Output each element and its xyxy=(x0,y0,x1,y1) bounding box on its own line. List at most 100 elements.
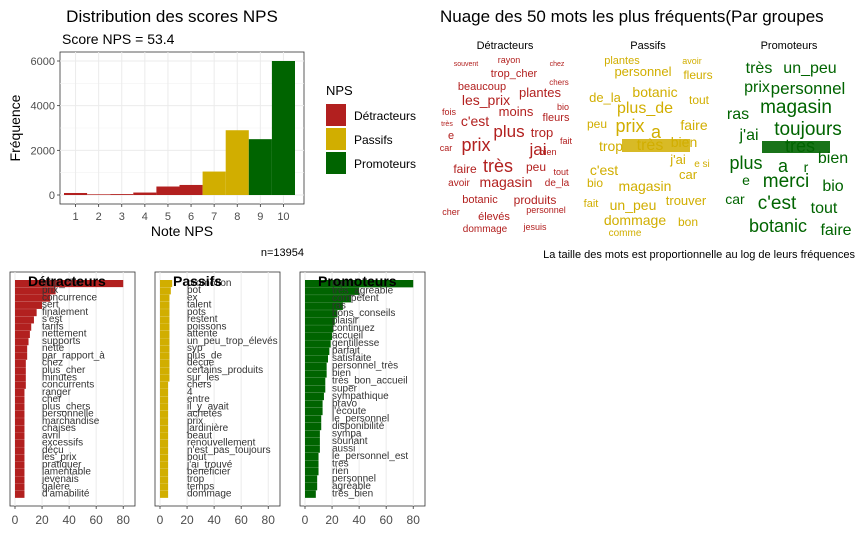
panel-bar-label: excessifs xyxy=(42,438,83,449)
panel-bar-label: prix xyxy=(187,416,203,427)
panel-bar-label: sert xyxy=(42,300,59,311)
panel-bar-concurrents xyxy=(15,381,26,389)
panel-bar-label: renouvellement xyxy=(187,438,256,449)
panel-bar-label: poissons xyxy=(187,321,226,332)
panel-bar-label: prix xyxy=(42,285,58,296)
hist-x-tick-label: 4 xyxy=(142,211,148,223)
panel-bar-disponibilité xyxy=(305,422,322,431)
nps-histogram: Distribution des scores NPS Score NPS = … xyxy=(7,7,416,259)
panel-bar-label: jardinière xyxy=(186,423,229,434)
panel-bar-label: super xyxy=(332,383,358,394)
panel-bar-beaut xyxy=(160,432,169,440)
cloud-word: prix xyxy=(461,135,490,155)
cloud-word: dommage xyxy=(463,224,508,235)
panel-bar-label: jevenais xyxy=(41,474,79,485)
cloud-overlap-passifs xyxy=(622,139,690,152)
panel-bar-d'amabilité xyxy=(15,490,25,498)
cloud-word: beaucoup xyxy=(458,81,506,93)
panel-bar-label: ras xyxy=(332,301,346,312)
panel-bar-label: 4 xyxy=(187,387,193,398)
panel-x-tick-label: 40 xyxy=(207,513,221,527)
panel-bar-label: promotion xyxy=(187,278,231,289)
panel-bar-chez xyxy=(15,359,26,368)
panel-bar-label: l'écoute xyxy=(332,406,367,417)
hist-x-tick-label: 7 xyxy=(211,211,217,223)
panel-bar-label: syp xyxy=(187,343,203,354)
panel-bar-label: restent xyxy=(187,314,218,325)
panel-bar-jardinière xyxy=(160,425,169,433)
cloud-word: bien xyxy=(539,147,556,157)
panel-x-tick-label: 60 xyxy=(379,513,393,527)
panel-bar-label: achetés xyxy=(187,409,222,420)
panel-bar-label: très_bon_accueil xyxy=(332,376,408,387)
panel-bar-le_personnel_est xyxy=(305,452,319,461)
panel-bar-label: lamentable xyxy=(42,467,91,478)
panel-det: 0 20 40 60 80 trop_cherprixconcurrencesertfin… xyxy=(9,271,136,527)
panel-bar-certains_produits xyxy=(160,367,170,375)
panel-bar-label: continuez xyxy=(332,323,375,334)
panel-pas: 0 20 40 60 80 promotionpotextalentpotsrestent… xyxy=(154,271,281,527)
cloud-word: personnel xyxy=(526,205,566,215)
panel-bar-label: plus_de xyxy=(187,350,222,361)
cloud-word: plantes xyxy=(604,55,640,67)
cloud-word: plus_de xyxy=(617,100,673,117)
cloud-word: produits xyxy=(514,193,557,207)
cloud-word: personnel xyxy=(771,79,846,98)
panel-x-tick-label: 40 xyxy=(352,513,366,527)
legend-title: NPS xyxy=(326,83,353,98)
hist-bar-1 xyxy=(64,192,88,195)
panel-bar-les_prix xyxy=(15,454,25,462)
panel-bar-label: bien xyxy=(332,368,351,379)
panel-bar-trop_cher xyxy=(15,280,124,288)
panel-bar-achetés xyxy=(160,410,169,418)
panel-bar-n'est_pas_toujours xyxy=(160,447,169,455)
panel-bar-bout xyxy=(160,454,169,462)
panel-bar-label: pots xyxy=(187,307,206,318)
cloud-word: ras xyxy=(727,106,749,123)
panel-bar-le_personnel xyxy=(305,415,322,423)
hist-x-label: Note NPS xyxy=(151,223,213,239)
hist-y-ticks: 0 2000 4000 6000 xyxy=(31,56,60,202)
cloud-word: moins xyxy=(499,104,534,119)
panel-title: Détracteurs xyxy=(28,273,106,289)
panel-bar-label: chers xyxy=(187,380,211,391)
panel-bar-bénéficier xyxy=(160,468,169,477)
cloud-word: e si xyxy=(694,159,710,170)
panel-bar-label: plus_cher xyxy=(42,365,86,376)
legend-label-promoteurs: Promoteurs xyxy=(354,157,416,171)
panel-bar-label: plus_chers xyxy=(42,401,90,412)
cloud-word: a xyxy=(651,122,662,142)
panel-bar-prix xyxy=(160,418,169,426)
cloud-word: magasin xyxy=(760,97,832,118)
panel-bar-trop xyxy=(160,476,169,484)
hist-bar-8 xyxy=(225,130,249,195)
cloud-word: trop xyxy=(531,125,553,140)
panel-x-tick-label: 20 xyxy=(35,513,49,527)
hist-x-tick-label: 1 xyxy=(72,211,78,223)
cloud-word: botanic xyxy=(462,194,498,206)
hist-bar-5 xyxy=(156,186,180,195)
panel-bar-bien xyxy=(305,370,327,378)
word-frequency-panels: 0 20 40 60 80trop_cherprixconcurrencesertfin… xyxy=(9,271,426,527)
panel-x-tick-label: 80 xyxy=(407,513,421,527)
panel-bar-label: un_peu_trop_élevés xyxy=(187,336,278,347)
cloud-word: prix xyxy=(615,116,644,136)
panel-bar-merci xyxy=(305,280,414,288)
cloud-word: toujours xyxy=(774,119,842,140)
cloud-word: peu xyxy=(587,117,607,131)
hist-x-tick-label: 5 xyxy=(165,211,171,223)
panel-bar-dommage xyxy=(160,490,169,498)
panel-bar-label: compétent xyxy=(332,293,379,304)
panel-bar-sur_les xyxy=(160,374,170,382)
panel-bar-pratiquer xyxy=(15,461,25,469)
panel-bar-label: entre xyxy=(187,394,210,405)
hist-title: Distribution des scores NPS xyxy=(66,7,278,26)
panel-bar-bravo xyxy=(305,400,323,408)
cloud-word: fois xyxy=(442,107,457,117)
panel-bar-label: personnel xyxy=(332,473,376,484)
panel-bar-label: agréable xyxy=(332,481,371,492)
hist-bar-2 xyxy=(87,194,111,195)
cloud-word: trouver xyxy=(666,193,707,208)
panel-border xyxy=(154,271,281,507)
